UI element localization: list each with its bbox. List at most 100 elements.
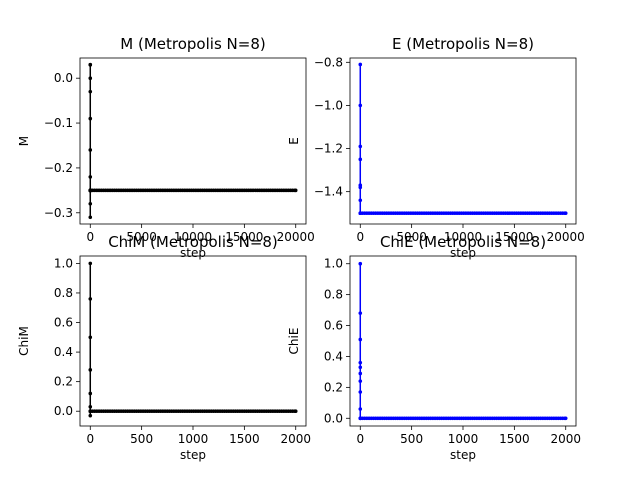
data-point <box>358 311 363 315</box>
data-point <box>358 144 363 149</box>
y-tick-label: −1.0 <box>314 98 343 112</box>
plot-area <box>88 62 298 220</box>
data-point <box>358 371 363 376</box>
x-tick-label: 1000 <box>178 432 209 446</box>
chart-panel-4: ChiE (Metropolis N=8) 0 500 1000 1500 2000 0.0… <box>287 233 581 462</box>
axes-frame <box>79 255 307 427</box>
data-point <box>88 148 93 152</box>
data-point <box>358 407 363 411</box>
chart-panel-3: ChiM (Metropolis N=8) 0 500 1000 1500 2000 0.0… <box>17 233 311 462</box>
axes-frame <box>349 57 577 225</box>
data-point <box>88 89 93 94</box>
y-tick-label: −0.2 <box>44 161 73 175</box>
data-point <box>88 413 93 418</box>
y-tick-label: −0.3 <box>44 206 73 220</box>
data-point <box>358 103 363 108</box>
x-tick-label: 0 <box>356 432 364 446</box>
x-tick-label: 2000 <box>280 432 311 446</box>
y-tick-label: 0.2 <box>324 380 343 394</box>
data-point <box>358 390 363 394</box>
y-tick-label: 0.8 <box>54 286 73 300</box>
x-tick-label: 20000 <box>547 230 585 244</box>
y-tick-label: −1.4 <box>314 185 343 199</box>
data-point <box>358 261 363 266</box>
data-point <box>88 297 93 301</box>
data-point <box>88 215 93 220</box>
data-point <box>358 379 363 383</box>
x-axis-label: step <box>450 448 476 462</box>
y-tick-label: 1.0 <box>54 256 73 270</box>
y-tick-label: −1.2 <box>314 142 343 156</box>
chart-title: ChiE (Metropolis N=8) <box>380 233 546 251</box>
x-tick-label: 5000 <box>396 230 427 244</box>
y-axis-label: ChiM <box>17 326 31 356</box>
data-point <box>88 335 93 340</box>
data-point <box>88 116 93 121</box>
data-point <box>88 62 93 67</box>
data-point <box>88 76 93 80</box>
data-point <box>88 404 93 409</box>
data-point <box>88 261 93 266</box>
y-tick-label: 0.4 <box>324 349 343 363</box>
chart-title: M (Metropolis N=8) <box>120 35 265 53</box>
x-tick-label: 0 <box>86 432 94 446</box>
x-axis-label: step <box>180 246 206 260</box>
x-tick-label: 500 <box>130 432 153 446</box>
y-axis-label: ChiE <box>287 328 301 355</box>
y-axis-label: M <box>17 136 31 146</box>
chart-title: ChiM (Metropolis N=8) <box>108 233 278 251</box>
x-tick-label: 15000 <box>495 230 533 244</box>
chart-title: E (Metropolis N=8) <box>392 35 534 53</box>
data-point <box>88 202 93 206</box>
plot-area <box>88 261 298 418</box>
y-tick-label: 0.0 <box>324 411 343 425</box>
x-tick-label: 10000 <box>174 230 212 244</box>
data-point <box>358 185 363 190</box>
y-tick-label: 0.0 <box>54 71 73 85</box>
data-point <box>563 211 567 216</box>
y-tick-label: 0.2 <box>54 375 73 389</box>
x-tick-label: 5000 <box>126 230 157 244</box>
axes-frame <box>349 255 577 427</box>
x-axis-label: step <box>450 246 476 260</box>
y-tick-label: −0.8 <box>314 55 343 69</box>
axes-frame <box>79 57 307 225</box>
y-tick-label: 0.6 <box>54 316 73 330</box>
data-point <box>88 391 93 396</box>
y-tick-label: 0.0 <box>54 404 73 418</box>
x-tick-label: 1000 <box>448 432 479 446</box>
y-tick-label: −0.1 <box>44 116 73 130</box>
data-point <box>88 175 93 179</box>
data-point <box>358 198 363 203</box>
y-tick-label: 1.0 <box>324 257 343 271</box>
x-tick-label: 10000 <box>444 230 482 244</box>
x-tick-label: 20000 <box>277 230 315 244</box>
chart-panel-2: E (Metropolis N=8) 0 5000 10000 15000 20000 −0… <box>287 35 585 260</box>
y-tick-label: 0.6 <box>324 319 343 333</box>
data-point <box>358 337 363 342</box>
x-tick-label: 1500 <box>229 432 260 446</box>
plot-area <box>358 62 568 216</box>
chart-panel-1: M (Metropolis N=8) 0 5000 10000 15000 20000 0.… <box>17 35 315 260</box>
y-axis-label: E <box>287 137 301 145</box>
x-axis-label: step <box>180 448 206 462</box>
data-point <box>358 62 363 67</box>
y-tick-label: 0.4 <box>54 345 73 359</box>
data-point <box>88 368 93 372</box>
x-tick-label: 500 <box>400 432 423 446</box>
x-tick-label: 15000 <box>225 230 263 244</box>
data-point <box>358 157 363 162</box>
data-point <box>358 365 363 370</box>
x-tick-label: 0 <box>86 230 94 244</box>
x-tick-label: 2000 <box>550 432 581 446</box>
data-point <box>358 360 363 365</box>
data-point <box>563 416 567 421</box>
x-tick-label: 1500 <box>499 432 530 446</box>
x-tick-label: 0 <box>356 230 364 244</box>
data-point <box>293 188 297 193</box>
plot-area <box>358 261 568 421</box>
y-tick-label: 0.8 <box>324 288 343 302</box>
data-point <box>293 409 297 414</box>
